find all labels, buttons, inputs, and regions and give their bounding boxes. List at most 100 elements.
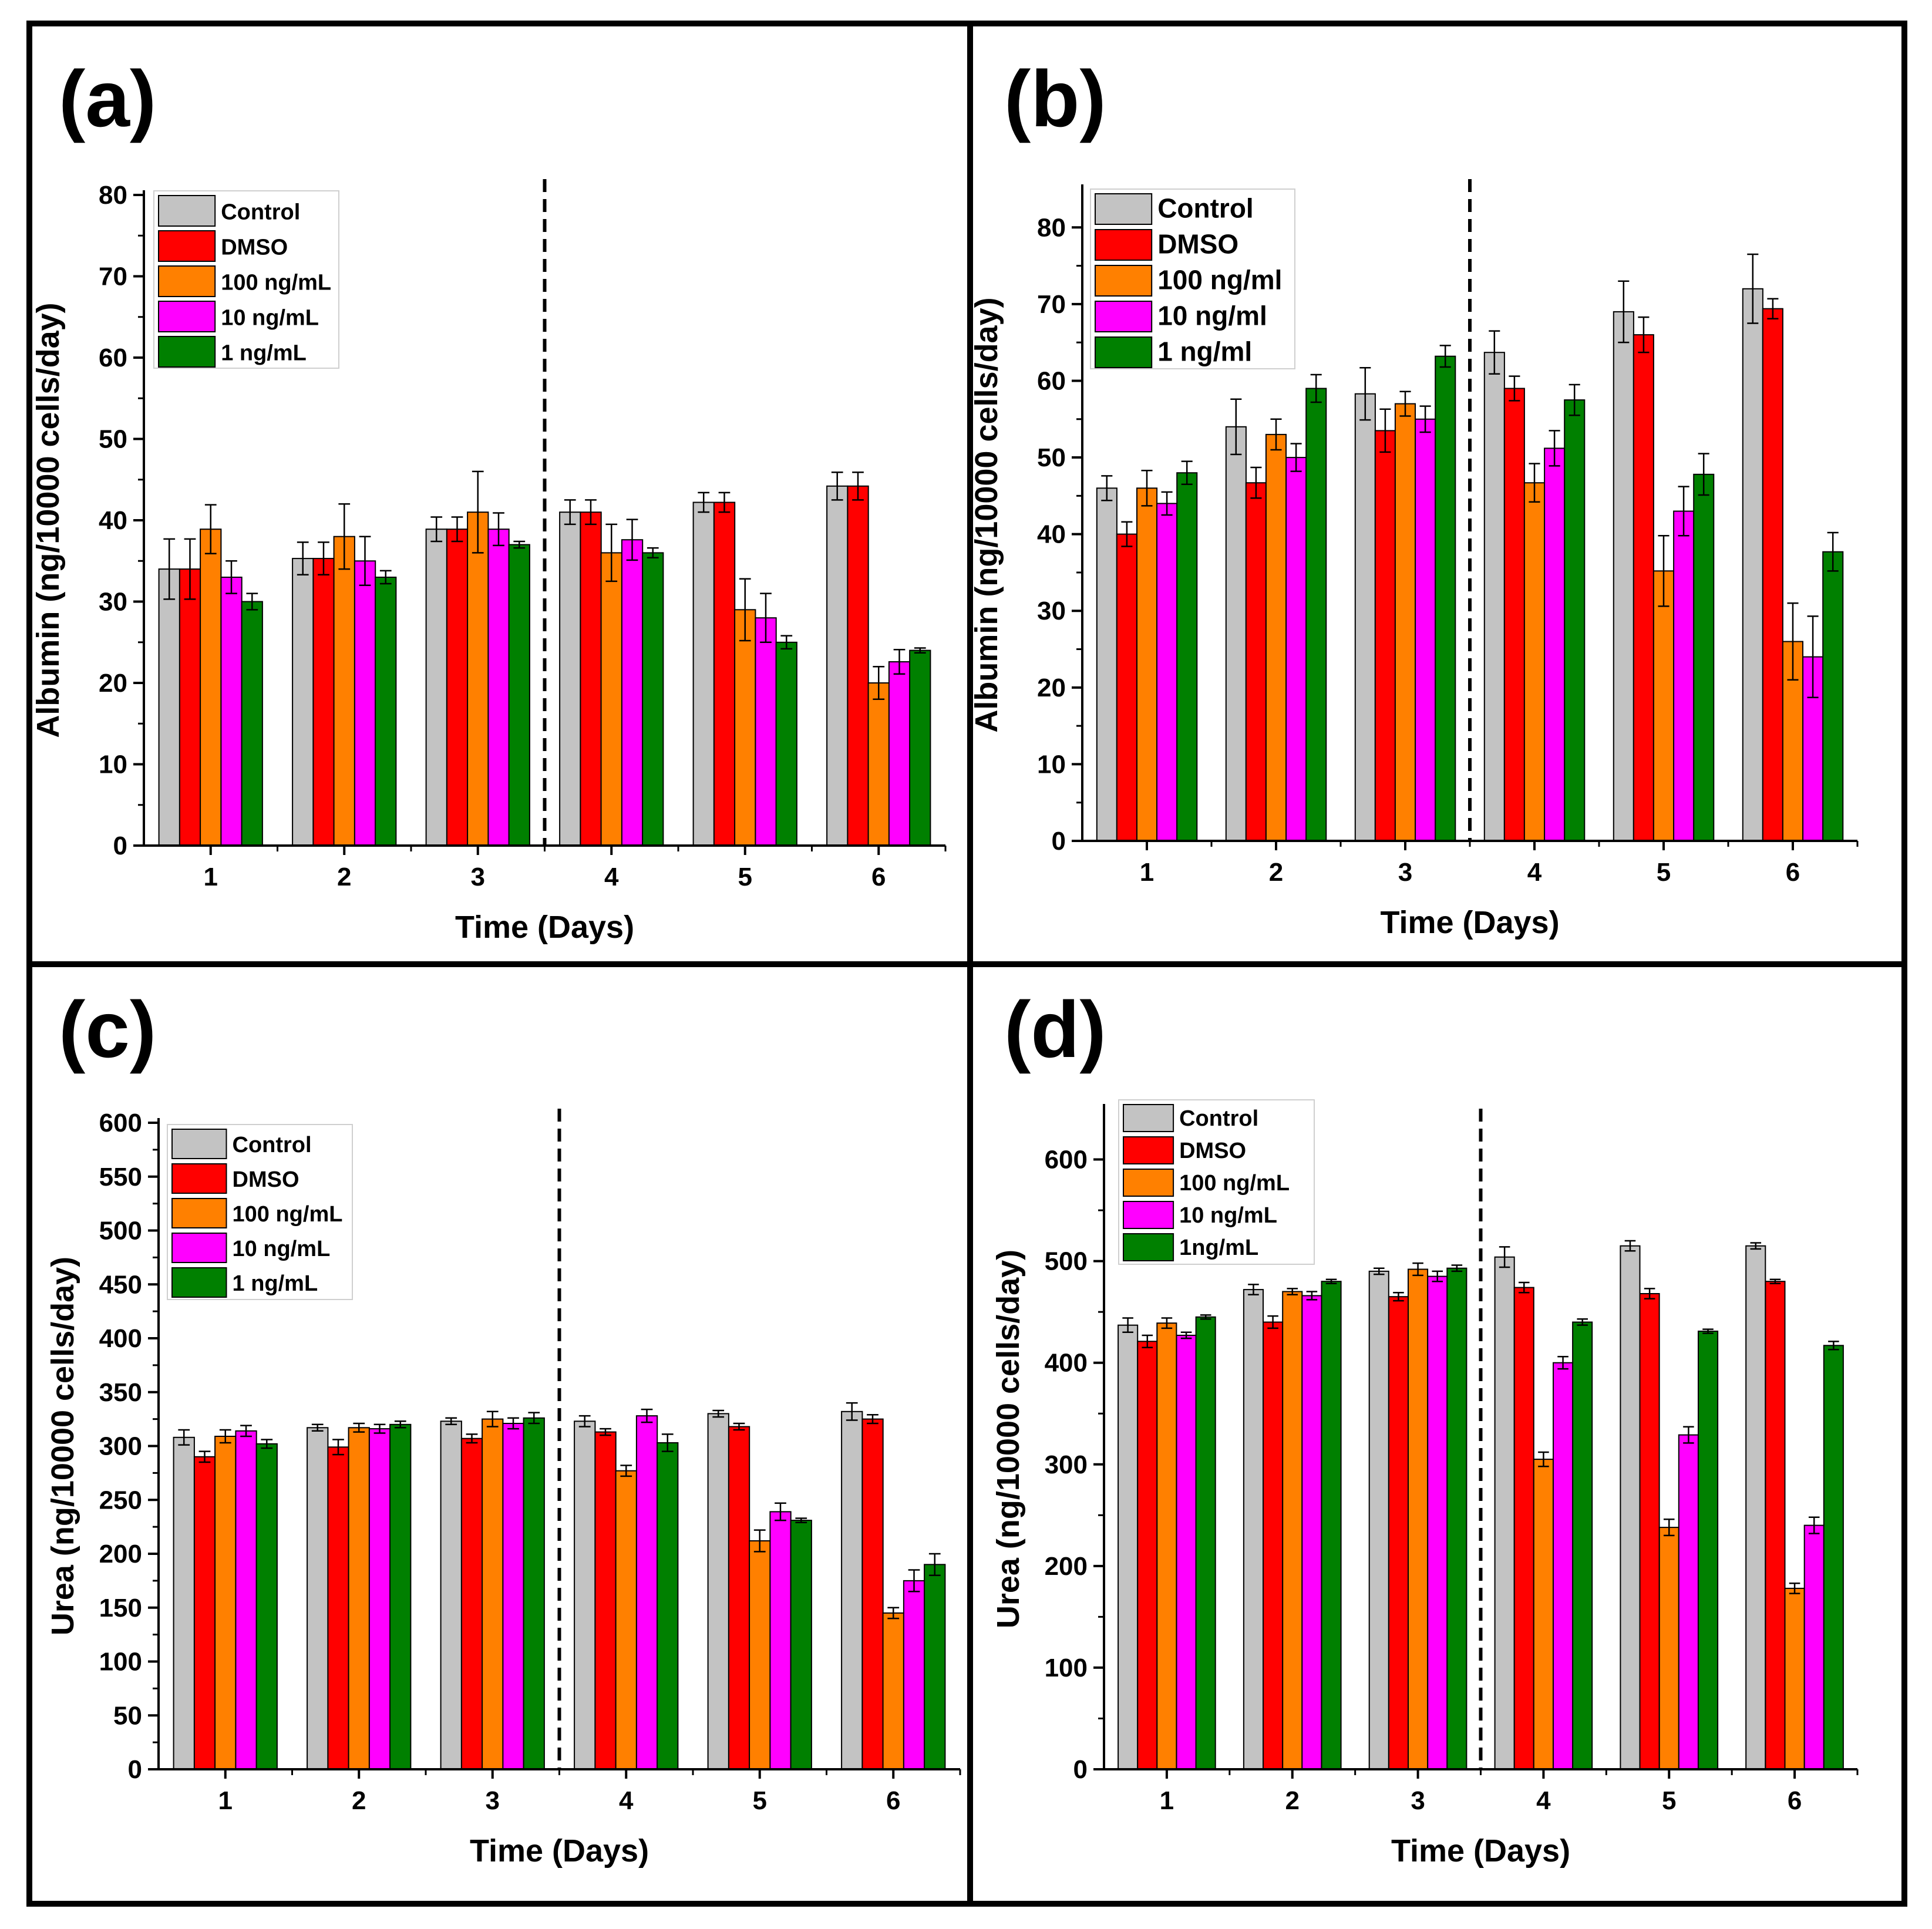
error-bar-a-day3-s2 [472,470,484,554]
bar-b-day4-s2 [1523,482,1545,841]
error-bar-d-day6-s1 [1769,1278,1781,1284]
error-bar-c-day1-s0 [178,1429,190,1446]
error-bar-b-day5-s4 [1698,453,1709,496]
bar-b-day3-s1 [1374,430,1396,841]
error-bar-c-day5-s0 [712,1409,725,1418]
error-bar-d-day1-s0 [1122,1317,1133,1334]
bar-d-day1-s2 [1156,1322,1177,1770]
bar-c-day2-s0 [307,1427,329,1770]
error-bar-d-day5-s2 [1663,1518,1675,1537]
bar-d-day4-s4 [1572,1321,1593,1770]
error-bar-c-day6-s4 [928,1553,941,1576]
bar-d-day2-s2 [1282,1291,1303,1770]
bar-c-day1-s1 [193,1456,216,1770]
error-bar-c-day3-s3 [507,1417,519,1430]
x-axis-title-c: Time (Days) [470,1833,649,1869]
bar-d-day6-s2 [1784,1587,1805,1770]
legend-swatch-d-s4 [1123,1233,1174,1261]
error-bar-b-day4-s1 [1509,375,1520,402]
bar-d-day3-s1 [1388,1296,1409,1770]
error-bar-a-day6-s2 [873,666,885,700]
bar-a-day3-s4 [508,544,530,846]
y-tick-label-b: 40 [1037,520,1066,549]
error-bar-a-day5-s3 [760,592,772,643]
error-bar-b-day4-s0 [1489,330,1500,375]
bar-a-day1-s4 [241,601,263,846]
bar-b-day5-s3 [1673,510,1695,841]
y-tick-label-d: 500 [1045,1247,1088,1276]
error-bar-d-day4-s2 [1538,1451,1549,1467]
x-axis-title-b: Time (Days) [1380,905,1559,940]
error-bar-a-day6-s0 [831,472,843,501]
error-bar-d-day3-s3 [1432,1270,1443,1282]
error-bar-c-day4-s4 [661,1433,674,1452]
legend-label-a-s0: Control [221,200,300,225]
error-bar-c-day4-s3 [641,1408,653,1423]
chart-panel-d: (d) 0 100 200 300 400 500 600 1 2 3 4 5 6 Time (Days)… [991,985,1859,1869]
x-tick-label-b: 4 [1527,858,1542,887]
bar-d-day5-s1 [1639,1293,1660,1770]
panel-label-d: (d) [1004,985,1106,1074]
x-tick-label-b: 6 [1786,858,1800,887]
error-bar-c-day5-s2 [753,1529,766,1553]
error-bar-d-day3-s2 [1412,1262,1423,1277]
error-bar-c-day6-s2 [887,1607,900,1620]
legend-label-d-s4: 1ng/mL [1179,1235,1258,1260]
bar-a-day2-s2 [333,536,355,846]
y-tick-label-c: 350 [99,1378,142,1407]
y-tick-label-b: 60 [1037,366,1066,395]
bar-b-day4-s1 [1503,388,1525,841]
bar-c-day4-s0 [574,1420,596,1770]
legend-c: Control DMSO 100 ng/mL 10 ng/mL 1 ng/mL [167,1124,353,1300]
y-tick-label-a: 70 [99,262,127,291]
error-bar-a-day6-s3 [893,648,906,675]
bar-d-day4-s1 [1513,1287,1534,1770]
x-tick-label-d: 3 [1411,1786,1425,1815]
y-axis-title-d: Urea (ng/10000 cells/day) [991,1250,1026,1628]
y-tick-label-a: 60 [99,344,127,372]
bar-b-day1-s3 [1156,503,1178,841]
bar-a-day3-s3 [487,528,510,846]
bar-c-day2-s2 [348,1427,370,1770]
error-bar-a-day3-s3 [493,512,504,547]
legend-label-d-s0: Control [1179,1106,1258,1131]
error-bar-a-day2-s4 [379,570,392,585]
legend-a: Control DMSO 100 ng/mL 10 ng/mL 1 ng/mL [153,190,339,369]
x-tick-label-b: 1 [1140,858,1154,887]
y-tick-label-d: 600 [1045,1146,1088,1174]
bar-b-day1-s2 [1136,487,1158,841]
bar-d-day3-s0 [1368,1270,1389,1770]
bar-c-day5-s4 [790,1520,812,1770]
y-tick-label-d: 0 [1073,1755,1088,1784]
error-bar-b-day6-s1 [1767,298,1779,319]
bar-b-day1-s0 [1096,487,1118,841]
error-bar-d-day3-s1 [1393,1292,1404,1302]
error-bar-c-day4-s1 [600,1428,611,1436]
bar-d-day6-s0 [1745,1245,1766,1770]
error-bar-b-day5-s2 [1658,535,1670,607]
error-bar-b-day6-s0 [1747,253,1759,324]
y-tick-label-a: 30 [99,588,127,617]
y-axis-title-b: Albumin (ng/10000 cells/day) [969,297,1004,732]
error-bar-c-day6-s1 [867,1414,879,1425]
legend-swatch-a-s2 [158,265,216,297]
legend-label-c-s2: 100 ng/mL [233,1202,343,1227]
error-bar-a-day4-s3 [626,519,638,561]
bar-d-day1-s4 [1195,1316,1216,1770]
error-bar-c-day2-s0 [311,1423,324,1432]
bar-d-day3-s2 [1408,1268,1429,1770]
bar-d-day2-s4 [1321,1281,1342,1770]
error-bar-c-day2-s1 [332,1439,344,1456]
bar-b-day6-s0 [1742,288,1763,841]
y-tick-label-d: 200 [1045,1552,1088,1581]
bar-d-day1-s3 [1176,1335,1197,1770]
error-bar-a-day5-s1 [718,491,731,513]
y-tick-label-c: 150 [99,1594,142,1622]
bar-d-day4-s3 [1553,1362,1574,1770]
bar-a-day6-s0 [826,485,849,846]
bar-d-day1-s0 [1118,1324,1139,1770]
bar-a-day3-s0 [425,528,447,846]
legend-swatch-d-s1 [1123,1136,1174,1164]
bar-a-day2-s1 [312,558,335,846]
x-tick-label-c: 1 [218,1786,233,1815]
